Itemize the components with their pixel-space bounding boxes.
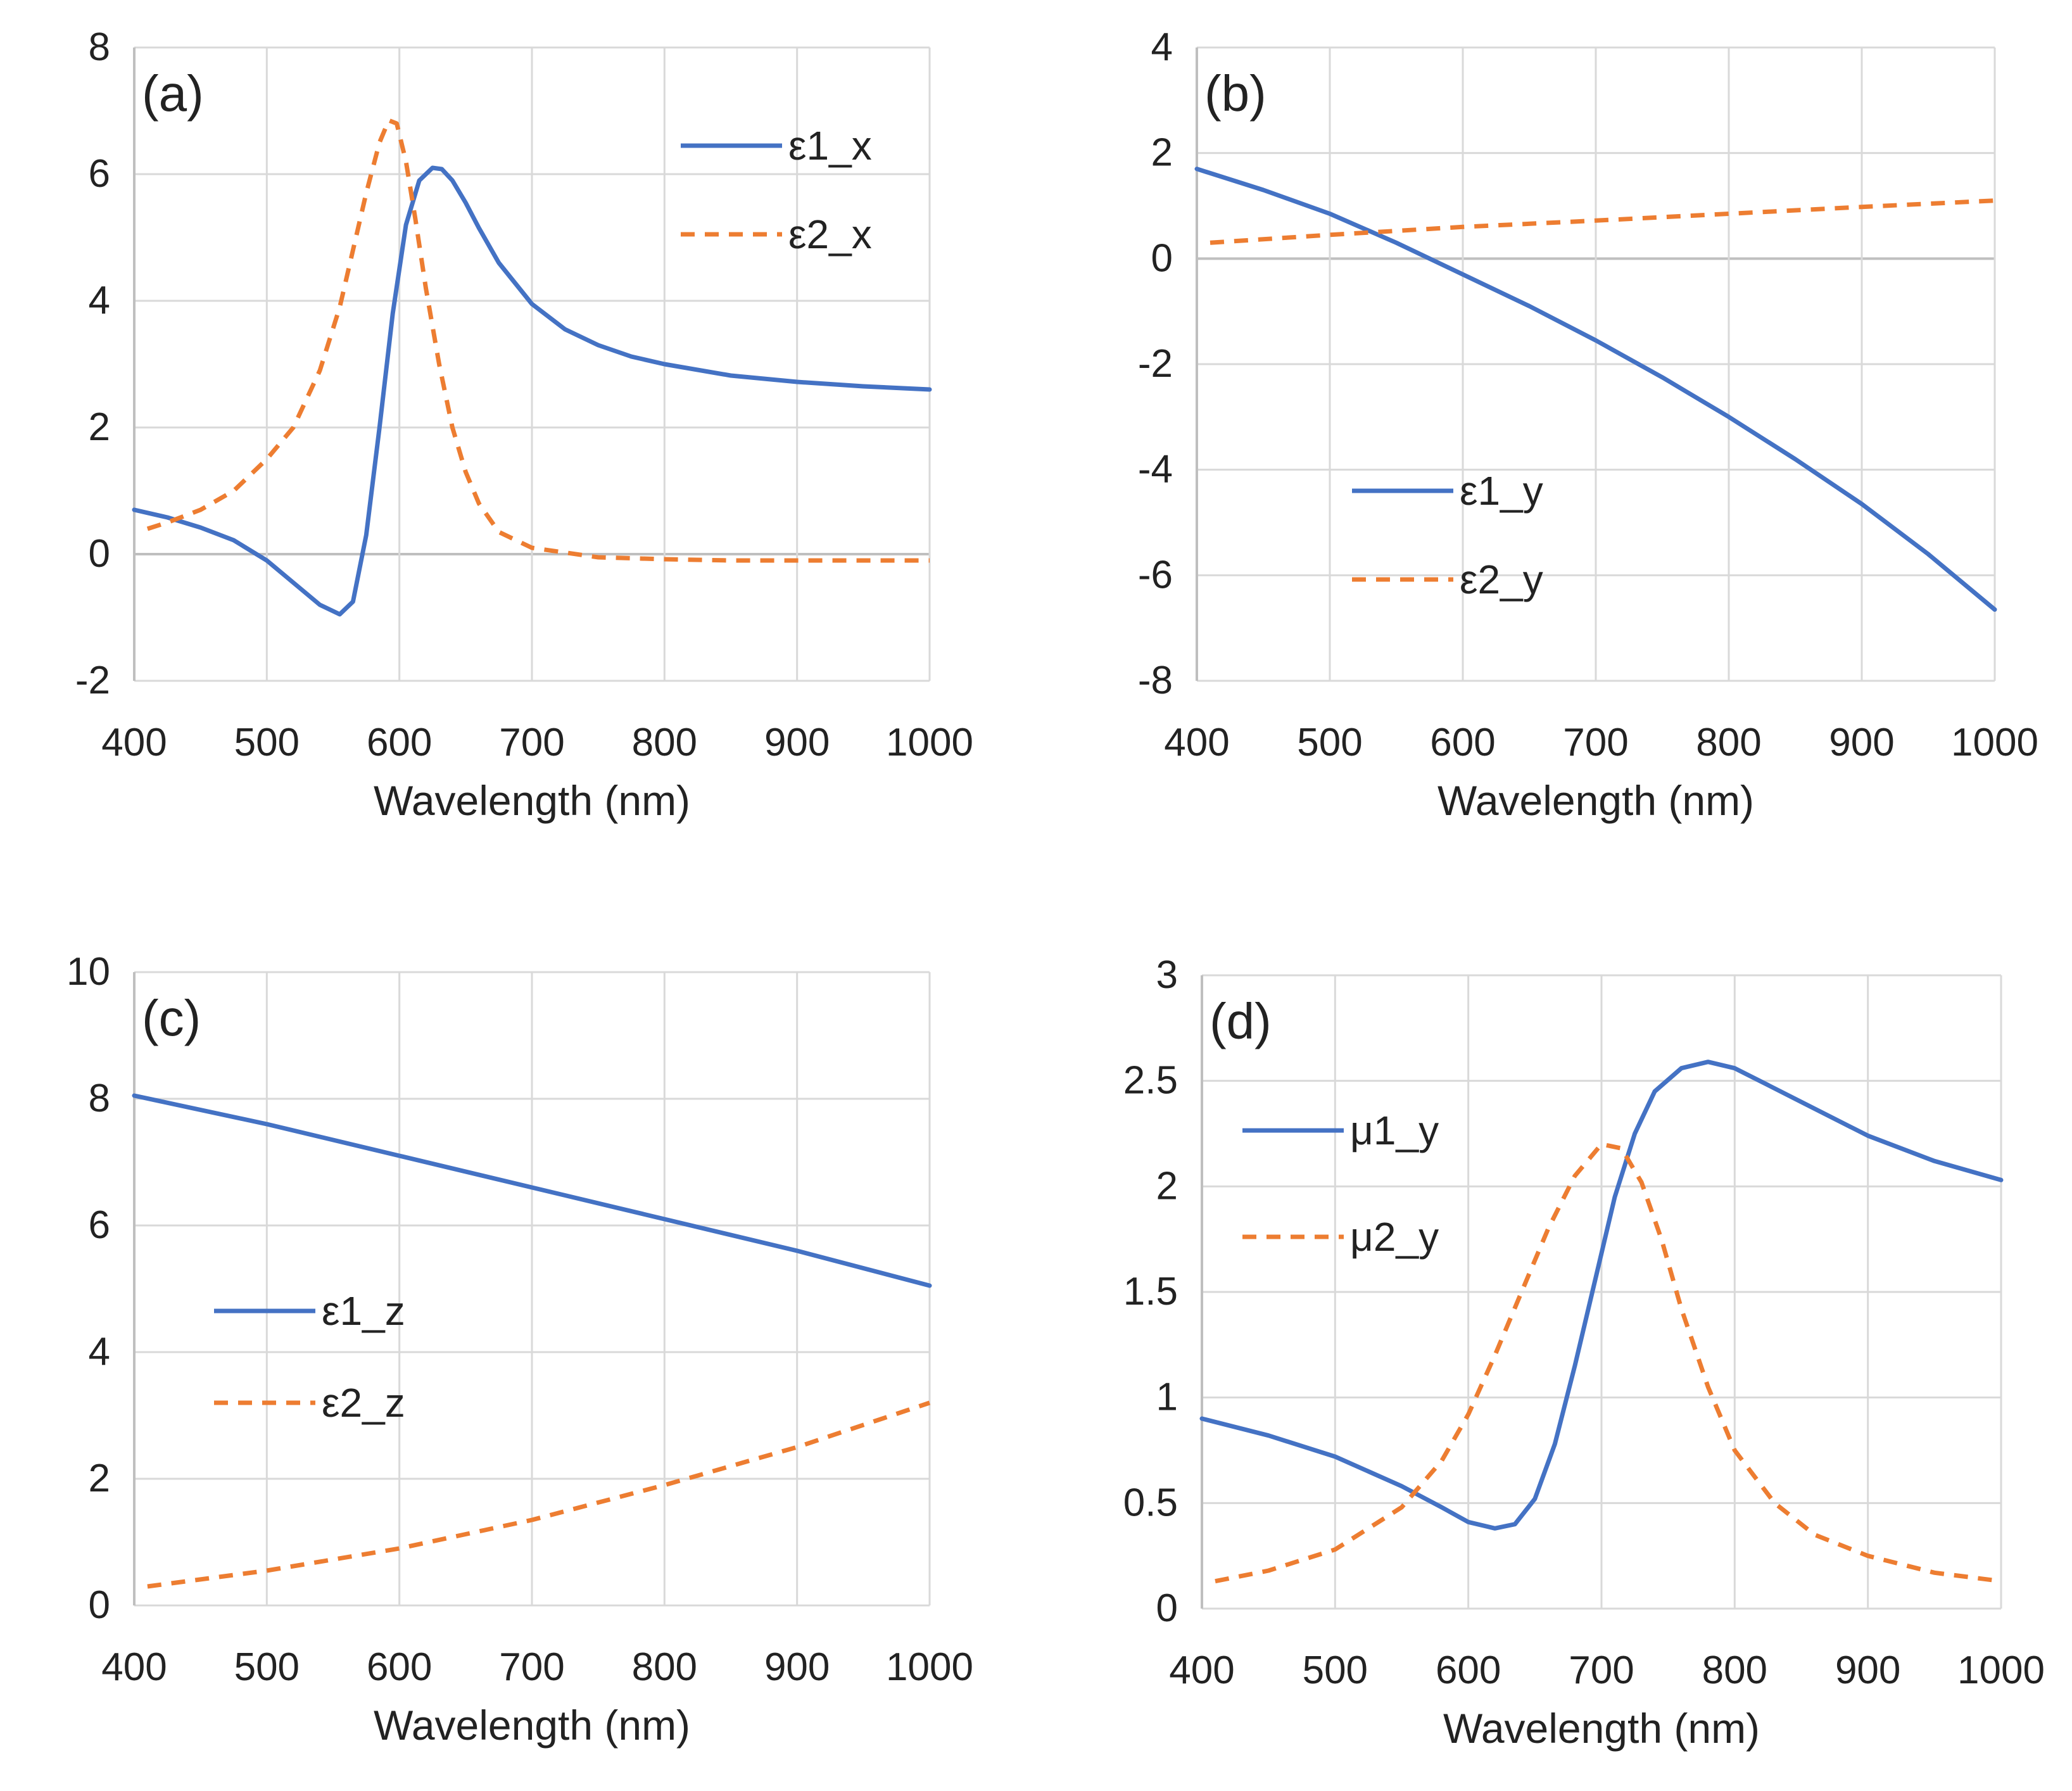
- y-tick-label: 1.5: [1123, 1270, 1178, 1313]
- series-line-1: [1199, 1060, 2004, 1531]
- series-line-1: [132, 165, 932, 617]
- x-tick-label: 700: [499, 1645, 564, 1689]
- y-tick-label: -8: [1138, 659, 1173, 702]
- x-tick-label: 900: [764, 1645, 830, 1689]
- legend-label: μ1_y: [1350, 1108, 1439, 1153]
- y-tick-label: 4: [89, 279, 110, 322]
- y-tick-label: 6: [89, 1203, 110, 1247]
- x-tick-label: 700: [1569, 1649, 1634, 1692]
- panel-d-chart: 0 0.5 1 1.5 2 2.5 3 400 500 600 700 800 900 1000 Wavel…: [1123, 953, 2045, 1752]
- y-tick-label: 2: [89, 405, 110, 449]
- x-tick-label: 800: [1696, 721, 1761, 764]
- x-axis-title: Wavelength (nm): [374, 1702, 690, 1749]
- y-tick-label: 10: [66, 950, 110, 994]
- y-tick-label: 8: [89, 1077, 110, 1120]
- x-tick-label: 400: [101, 1645, 167, 1689]
- panel-label: (c): [142, 990, 201, 1046]
- panel-b-chart: -8 -6 -4 -2 0 2 4 400 500 600 700 800 900 1000 Wavelen…: [1138, 25, 2038, 824]
- y-tick-label: 3: [1156, 953, 1178, 997]
- series-line-2: [147, 1400, 931, 1589]
- y-tick-label: 0: [89, 1583, 110, 1627]
- panel-label: (b): [1204, 65, 1267, 122]
- x-tick-label: 500: [234, 1645, 300, 1689]
- y-tick-label: 2.5: [1123, 1059, 1178, 1103]
- y-tick-label: -6: [1138, 553, 1173, 597]
- x-axis-title: Wavelength (nm): [1437, 777, 1754, 824]
- panel-label: (d): [1210, 993, 1272, 1049]
- legend-label: ε1_y: [1460, 468, 1543, 514]
- x-axis-title: Wavelength (nm): [1443, 1705, 1760, 1752]
- panel-a-chart: -2 0 2 4 6 8 400 500 600 700 800 900 1000 Wavelength …: [75, 25, 973, 824]
- x-tick-label: 400: [101, 721, 167, 764]
- y-tick-label: 2: [1156, 1164, 1178, 1208]
- x-tick-label: 700: [1563, 721, 1628, 764]
- y-tick-label: -4: [1138, 448, 1173, 491]
- y-tick-label: 2: [1151, 131, 1173, 175]
- y-tick-label: 4: [89, 1330, 110, 1374]
- x-tick-label: 600: [367, 721, 432, 764]
- x-tick-label: 900: [764, 721, 830, 764]
- legend-label: ε2_z: [322, 1380, 405, 1426]
- panel-label: (a): [142, 65, 204, 122]
- x-tick-label: 600: [1436, 1649, 1501, 1692]
- x-tick-label: 800: [632, 1645, 697, 1689]
- x-tick-label: 700: [499, 721, 564, 764]
- y-tick-label: 1: [1156, 1376, 1178, 1419]
- legend-label: μ2_y: [1350, 1214, 1439, 1260]
- x-tick-label: 400: [1169, 1649, 1234, 1692]
- y-tick-label: 8: [89, 25, 110, 69]
- x-tick-label: 600: [367, 1645, 432, 1689]
- x-tick-label: 900: [1829, 721, 1894, 764]
- legend-label: ε1_z: [322, 1288, 405, 1334]
- panel-c-chart: 0 2 4 6 8 10 400 500 600 700 800 900 1000 Wavelength …: [66, 950, 973, 1749]
- x-tick-label: 900: [1835, 1649, 1900, 1692]
- x-tick-label: 500: [1297, 721, 1362, 764]
- series-line-2: [1215, 1142, 2002, 1584]
- x-tick-label: 500: [234, 721, 300, 764]
- x-tick-label: 500: [1303, 1649, 1368, 1692]
- series-line-1: [132, 1093, 932, 1288]
- x-tick-label: 800: [1702, 1649, 1767, 1692]
- y-tick-label: -2: [75, 659, 110, 702]
- y-tick-label: -2: [1138, 342, 1173, 386]
- y-tick-label: 0: [1156, 1586, 1178, 1630]
- x-tick-label: 1000: [886, 721, 973, 764]
- x-tick-label: 800: [632, 721, 697, 764]
- legend-label: ε2_x: [788, 212, 872, 257]
- y-tick-label: 4: [1151, 25, 1173, 69]
- series-line-2: [146, 118, 930, 563]
- x-tick-label: 1000: [1957, 1649, 2045, 1692]
- x-axis-title: Wavelength (nm): [374, 777, 690, 824]
- legend-label: ε1_x: [788, 123, 872, 168]
- series-line-2: [1210, 198, 1995, 245]
- x-tick-label: 1000: [886, 1645, 973, 1689]
- series-line-1: [1194, 167, 1997, 612]
- y-tick-label: 0: [89, 532, 110, 576]
- y-tick-label: 2: [89, 1457, 110, 1500]
- y-tick-label: 6: [89, 152, 110, 196]
- legend-label: ε2_y: [1460, 557, 1543, 602]
- x-tick-label: 400: [1164, 721, 1229, 764]
- x-tick-label: 600: [1430, 721, 1495, 764]
- x-tick-label: 1000: [1951, 721, 2038, 764]
- y-tick-label: 0: [1151, 236, 1173, 280]
- y-tick-label: 0.5: [1123, 1481, 1178, 1524]
